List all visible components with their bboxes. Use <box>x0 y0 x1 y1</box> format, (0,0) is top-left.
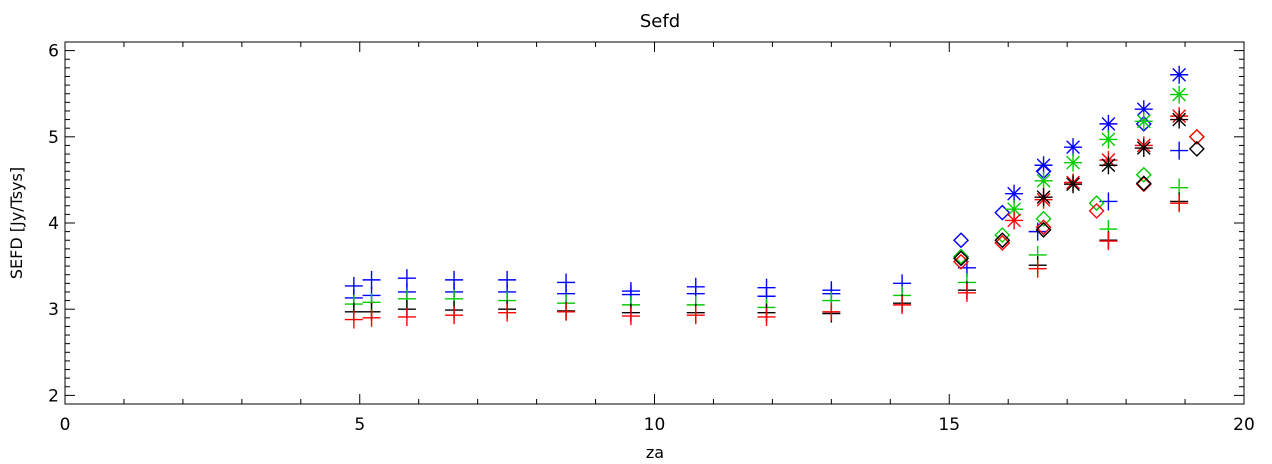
data-point-asterisk <box>1064 153 1083 172</box>
data-markers <box>344 65 1205 329</box>
y-tick-label: 3 <box>48 300 59 320</box>
x-tick-label: 15 <box>938 415 960 435</box>
data-point-diamond <box>1135 175 1152 192</box>
plot-border <box>64 41 1245 405</box>
data-point-asterisk <box>1064 175 1083 194</box>
data-point-asterisk <box>1134 139 1153 158</box>
y-axis-label: SEFD [Jy/Tsys] <box>7 167 26 279</box>
data-point-diamond <box>953 250 970 267</box>
data-point-diamond <box>953 248 970 265</box>
data-point-plus <box>957 283 976 302</box>
y-tick-label: 6 <box>48 42 59 62</box>
plot-frame <box>64 41 1245 405</box>
data-point-plus <box>1099 232 1118 251</box>
x-tick-label: 10 <box>644 415 666 435</box>
data-point-plus <box>621 307 640 326</box>
data-point-asterisk <box>1005 184 1024 203</box>
data-point-plus <box>757 307 776 326</box>
data-point-plus <box>893 295 912 314</box>
data-point-diamond <box>1135 176 1152 193</box>
data-point-plus <box>686 306 705 325</box>
data-point-diamond <box>1035 219 1052 236</box>
data-point-asterisk <box>1064 138 1083 157</box>
y-tick-label: 5 <box>48 128 59 148</box>
data-point-plus <box>1028 259 1047 278</box>
data-point-asterisk <box>1034 156 1053 175</box>
data-point-asterisk <box>1170 110 1189 129</box>
data-point-diamond <box>994 204 1011 221</box>
chart-title: Sefd <box>640 11 680 32</box>
y-tick-label: 4 <box>48 214 59 234</box>
data-point-diamond <box>953 232 970 249</box>
data-point-plus <box>557 302 576 321</box>
axis-tick-labels: 0 5 10 15 20 2 3 4 5 6 <box>48 42 1255 435</box>
data-point-diamond <box>1135 166 1152 183</box>
data-point-asterisk <box>1099 156 1118 175</box>
data-point-asterisk <box>1170 85 1189 104</box>
data-point-asterisk <box>1005 211 1024 230</box>
data-point-diamond <box>994 232 1011 249</box>
data-point-diamond <box>1035 221 1052 238</box>
data-point-plus <box>822 302 841 321</box>
data-point-plus <box>362 308 381 327</box>
data-point-plus <box>362 270 381 289</box>
data-point-plus <box>498 303 517 322</box>
data-point-diamond <box>1088 202 1105 219</box>
data-point-plus <box>344 310 363 329</box>
axis-ticks <box>64 41 1245 405</box>
data-point-diamond <box>1088 195 1105 212</box>
data-point-diamond <box>994 234 1011 251</box>
data-point-plus <box>397 307 416 326</box>
data-point-plus <box>1170 141 1189 160</box>
data-point-asterisk <box>1099 130 1118 149</box>
data-point-asterisk <box>1099 114 1118 133</box>
data-point-asterisk <box>1034 171 1053 190</box>
data-point-plus <box>445 306 464 325</box>
data-point-asterisk <box>1134 112 1153 131</box>
data-point-diamond <box>953 253 970 270</box>
x-axis-label: za <box>646 443 664 462</box>
y-tick-label: 2 <box>48 386 59 406</box>
data-point-diamond <box>1188 140 1205 157</box>
x-tick-label: 0 <box>60 415 71 435</box>
data-point-asterisk <box>1170 65 1189 84</box>
data-point-asterisk <box>1034 188 1053 207</box>
x-tick-label: 20 <box>1233 415 1255 435</box>
data-point-plus <box>1170 194 1189 213</box>
data-point-diamond <box>1188 128 1205 145</box>
data-point-diamond <box>994 227 1011 244</box>
data-point-diamond <box>1035 210 1052 227</box>
x-tick-label: 5 <box>354 415 365 435</box>
